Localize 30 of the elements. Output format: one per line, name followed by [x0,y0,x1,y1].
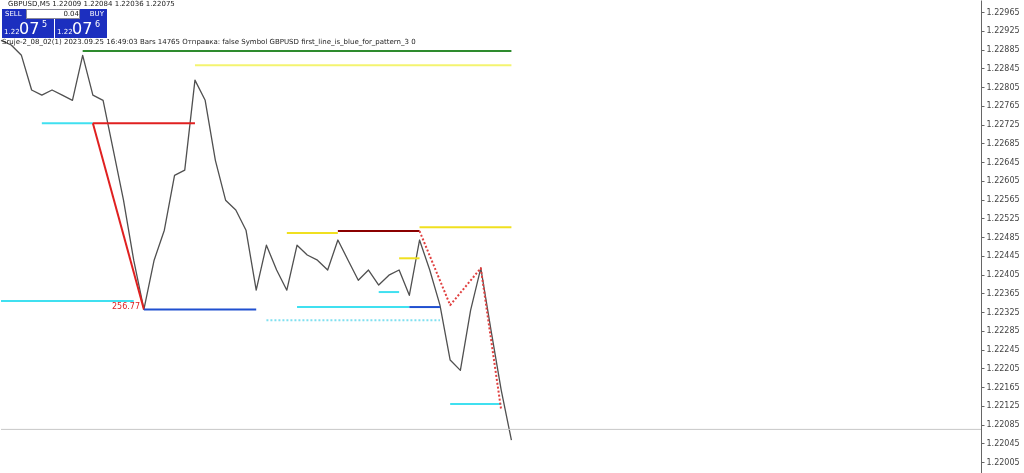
y-tick-label: 1.22885 [986,45,1020,55]
y-tick-label: 1.22725 [986,120,1020,130]
y-tick-label: 1.22565 [986,195,1020,205]
y-tick-label: 1.22005 [986,457,1020,467]
y-tick-label: 1.22205 [986,363,1020,373]
y-tick-label: 1.22285 [986,326,1020,336]
y-tick-label: 1.22165 [986,382,1020,392]
y-tick-label: 1.22685 [986,138,1020,148]
y-tick-label: 1.22805 [986,82,1020,92]
y-tick-label: 1.22965 [986,7,1020,17]
annotation: 5 [42,20,48,29]
y-tick-label: 1.22085 [986,420,1020,430]
y-tick-label: 1.22765 [986,101,1020,111]
annotation: 6 [95,20,101,29]
y-tick-label: 1.22845 [986,63,1020,73]
y-tick-label: 1.22405 [986,270,1020,280]
y-tick-label: 1.22125 [986,401,1020,411]
annotation: 07 [72,19,93,38]
y-tick-label: 1.22645 [986,157,1020,167]
y-tick-label: 1.22325 [986,307,1020,317]
y-tick-label: 1.22605 [986,176,1020,186]
y-tick-label: 1.22045 [986,438,1020,448]
y-tick-label: 1.22925 [986,26,1020,36]
y-tick-label: 1.22445 [986,251,1020,261]
y-tick-label: 1.22525 [986,213,1020,223]
y-tick-label: 1.22485 [986,232,1020,242]
y-tick-label: 1.22365 [986,288,1020,298]
annotation: 07 [19,19,40,38]
y-tick-label: 1.22245 [986,345,1020,355]
annotation: 256.77 [112,302,140,311]
